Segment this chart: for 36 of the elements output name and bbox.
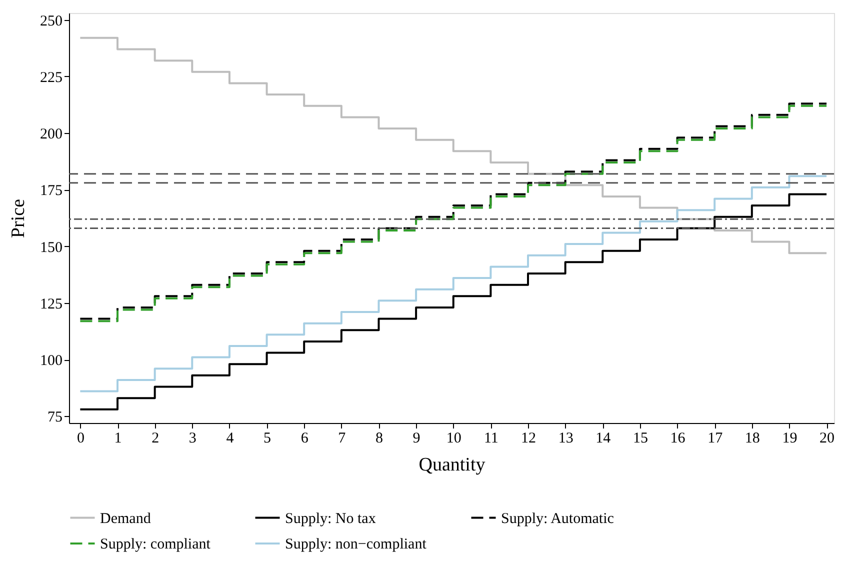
y-tick-label: 200 [40, 126, 62, 143]
x-tick-label: 19 [782, 430, 798, 446]
x-tick-label: 18 [744, 430, 760, 446]
x-tick-label: 10 [446, 430, 462, 446]
y-tick-label: 250 [40, 13, 62, 30]
x-tick-label: 7 [338, 430, 346, 446]
x-tick-label: 4 [226, 430, 234, 446]
y-axis-title: Price [8, 198, 29, 238]
x-tick-label: 3 [188, 430, 196, 446]
y-tick-label: 150 [40, 240, 62, 256]
y-tick-label: 225 [40, 70, 62, 86]
x-tick-label: 1 [114, 430, 122, 446]
x-tick-label: 20 [820, 430, 835, 446]
x-tick-label: 9 [412, 430, 420, 446]
x-tick-label: 6 [300, 430, 309, 446]
x-tick-label: 2 [152, 430, 160, 446]
x-tick-label: 16 [670, 430, 686, 446]
legend-label: Demand [100, 510, 152, 527]
x-tick-label: 13 [558, 430, 574, 446]
y-tick-label: 125 [40, 296, 62, 312]
x-tick-label: 5 [264, 430, 272, 446]
x-tick-label: 14 [596, 430, 612, 446]
x-tick-label: 11 [484, 430, 498, 446]
y-tick-label: 100 [40, 353, 62, 370]
x-tick-label: 12 [521, 430, 536, 446]
x-tick-label: 0 [76, 430, 84, 446]
x-tick-label: 17 [708, 430, 724, 446]
legend-label: Supply: non−compliant [285, 536, 428, 552]
y-tick-label: 175 [40, 183, 62, 200]
x-tick-label: 15 [632, 430, 648, 446]
legend-label: Supply: compliant [100, 536, 212, 552]
legend-label: Supply: No tax [285, 510, 376, 527]
y-tick-label: 75 [48, 410, 62, 426]
x-tick-label: 8 [375, 430, 383, 446]
x-axis-title: Quantity [418, 454, 486, 476]
legend-label: Supply: Automatic [501, 510, 614, 527]
